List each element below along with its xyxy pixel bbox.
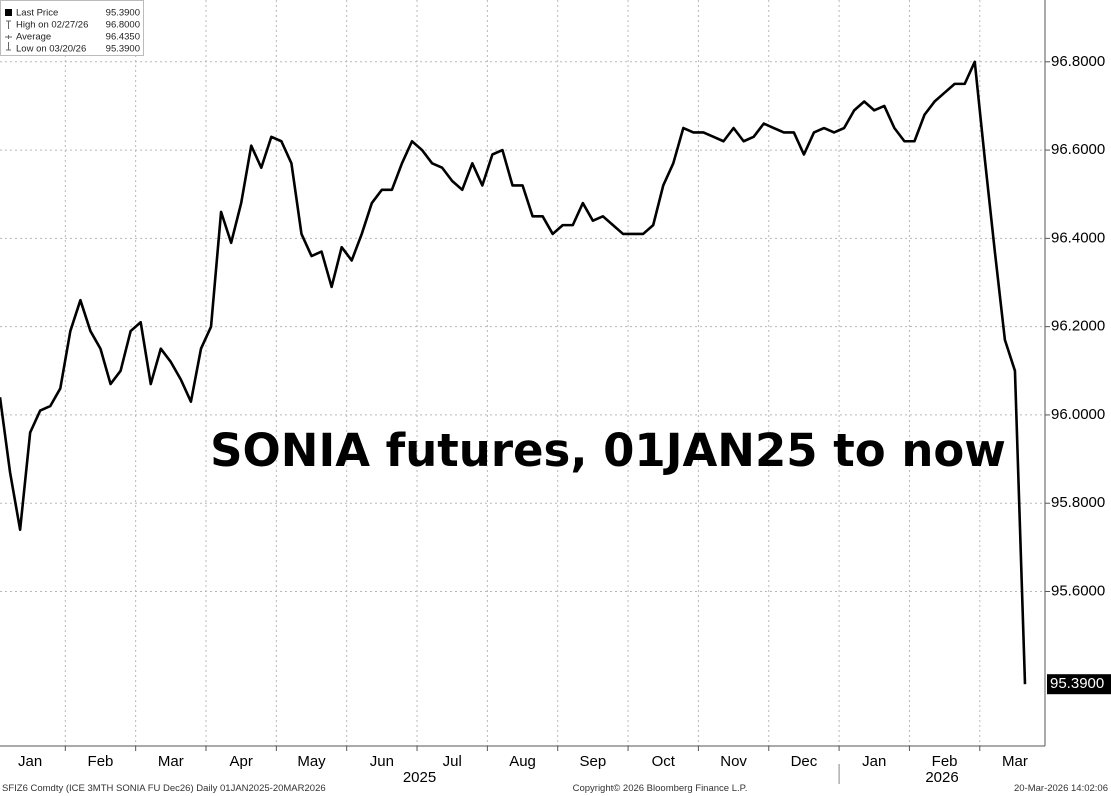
x-tick-label: Sep bbox=[580, 753, 607, 770]
y-tick-label: 96.2000 bbox=[1051, 318, 1105, 335]
footer-center: Copyright© 2026 Bloomberg Finance L.P. bbox=[573, 783, 748, 794]
price-line bbox=[0, 60, 1027, 685]
last-price-label: 95.3900 bbox=[1050, 675, 1104, 692]
x-tick-label: Jan bbox=[862, 753, 886, 770]
x-tick-label: Aug bbox=[509, 753, 536, 770]
legend-icon bbox=[5, 35, 12, 39]
footer-left: SFIZ6 Comdty (ICE 3MTH SONIA FU Dec26) D… bbox=[2, 783, 326, 794]
y-tick-label: 96.4000 bbox=[1051, 229, 1105, 246]
legend-value: 96.8000 bbox=[106, 20, 140, 31]
legend-label: Last Price bbox=[16, 8, 58, 19]
legend-icon bbox=[6, 20, 11, 29]
x-tick-label: Dec bbox=[791, 753, 818, 770]
x-tick-label: Feb bbox=[932, 753, 958, 770]
legend-value: 96.4350 bbox=[106, 32, 140, 43]
year-label: 2025 bbox=[403, 769, 436, 786]
x-tick-label: Mar bbox=[158, 753, 184, 770]
x-tick-label: Nov bbox=[720, 753, 747, 770]
y-tick-label: 96.6000 bbox=[1051, 141, 1105, 158]
y-tick-label: 96.0000 bbox=[1051, 406, 1105, 423]
y-tick-label: 95.6000 bbox=[1051, 582, 1105, 599]
legend-box bbox=[0, 0, 144, 56]
legend-label: High on 02/27/26 bbox=[16, 20, 88, 31]
footer-right: 20-Mar-2026 14:02:06 bbox=[1014, 783, 1108, 794]
x-tick-label: May bbox=[297, 753, 326, 770]
legend-label: Low on 03/20/26 bbox=[16, 44, 86, 55]
legend-value: 95.3900 bbox=[106, 44, 140, 55]
x-tick-label: Feb bbox=[88, 753, 114, 770]
x-tick-label: Mar bbox=[1002, 753, 1028, 770]
legend: Last Price 95.3900 High on 02/27/26 96.8… bbox=[0, 0, 144, 56]
legend-icon bbox=[6, 42, 11, 51]
x-tick-label: Jul bbox=[443, 753, 462, 770]
y-tick-label: 95.8000 bbox=[1051, 494, 1105, 511]
x-tick-label: Jun bbox=[370, 753, 394, 770]
y-tick-label: 96.8000 bbox=[1051, 53, 1105, 70]
x-tick-label: Oct bbox=[652, 753, 676, 770]
chart-title: SONIA futures, 01JAN25 to now bbox=[210, 424, 1006, 477]
legend-value: 95.3900 bbox=[106, 8, 140, 19]
year-label: 2026 bbox=[925, 769, 958, 786]
legend-label: Average bbox=[16, 32, 51, 43]
legend-swatch bbox=[5, 9, 12, 16]
last-price-tag bbox=[1047, 674, 1111, 695]
x-tick-label: Jan bbox=[18, 753, 42, 770]
x-tick-label: Apr bbox=[230, 753, 253, 770]
